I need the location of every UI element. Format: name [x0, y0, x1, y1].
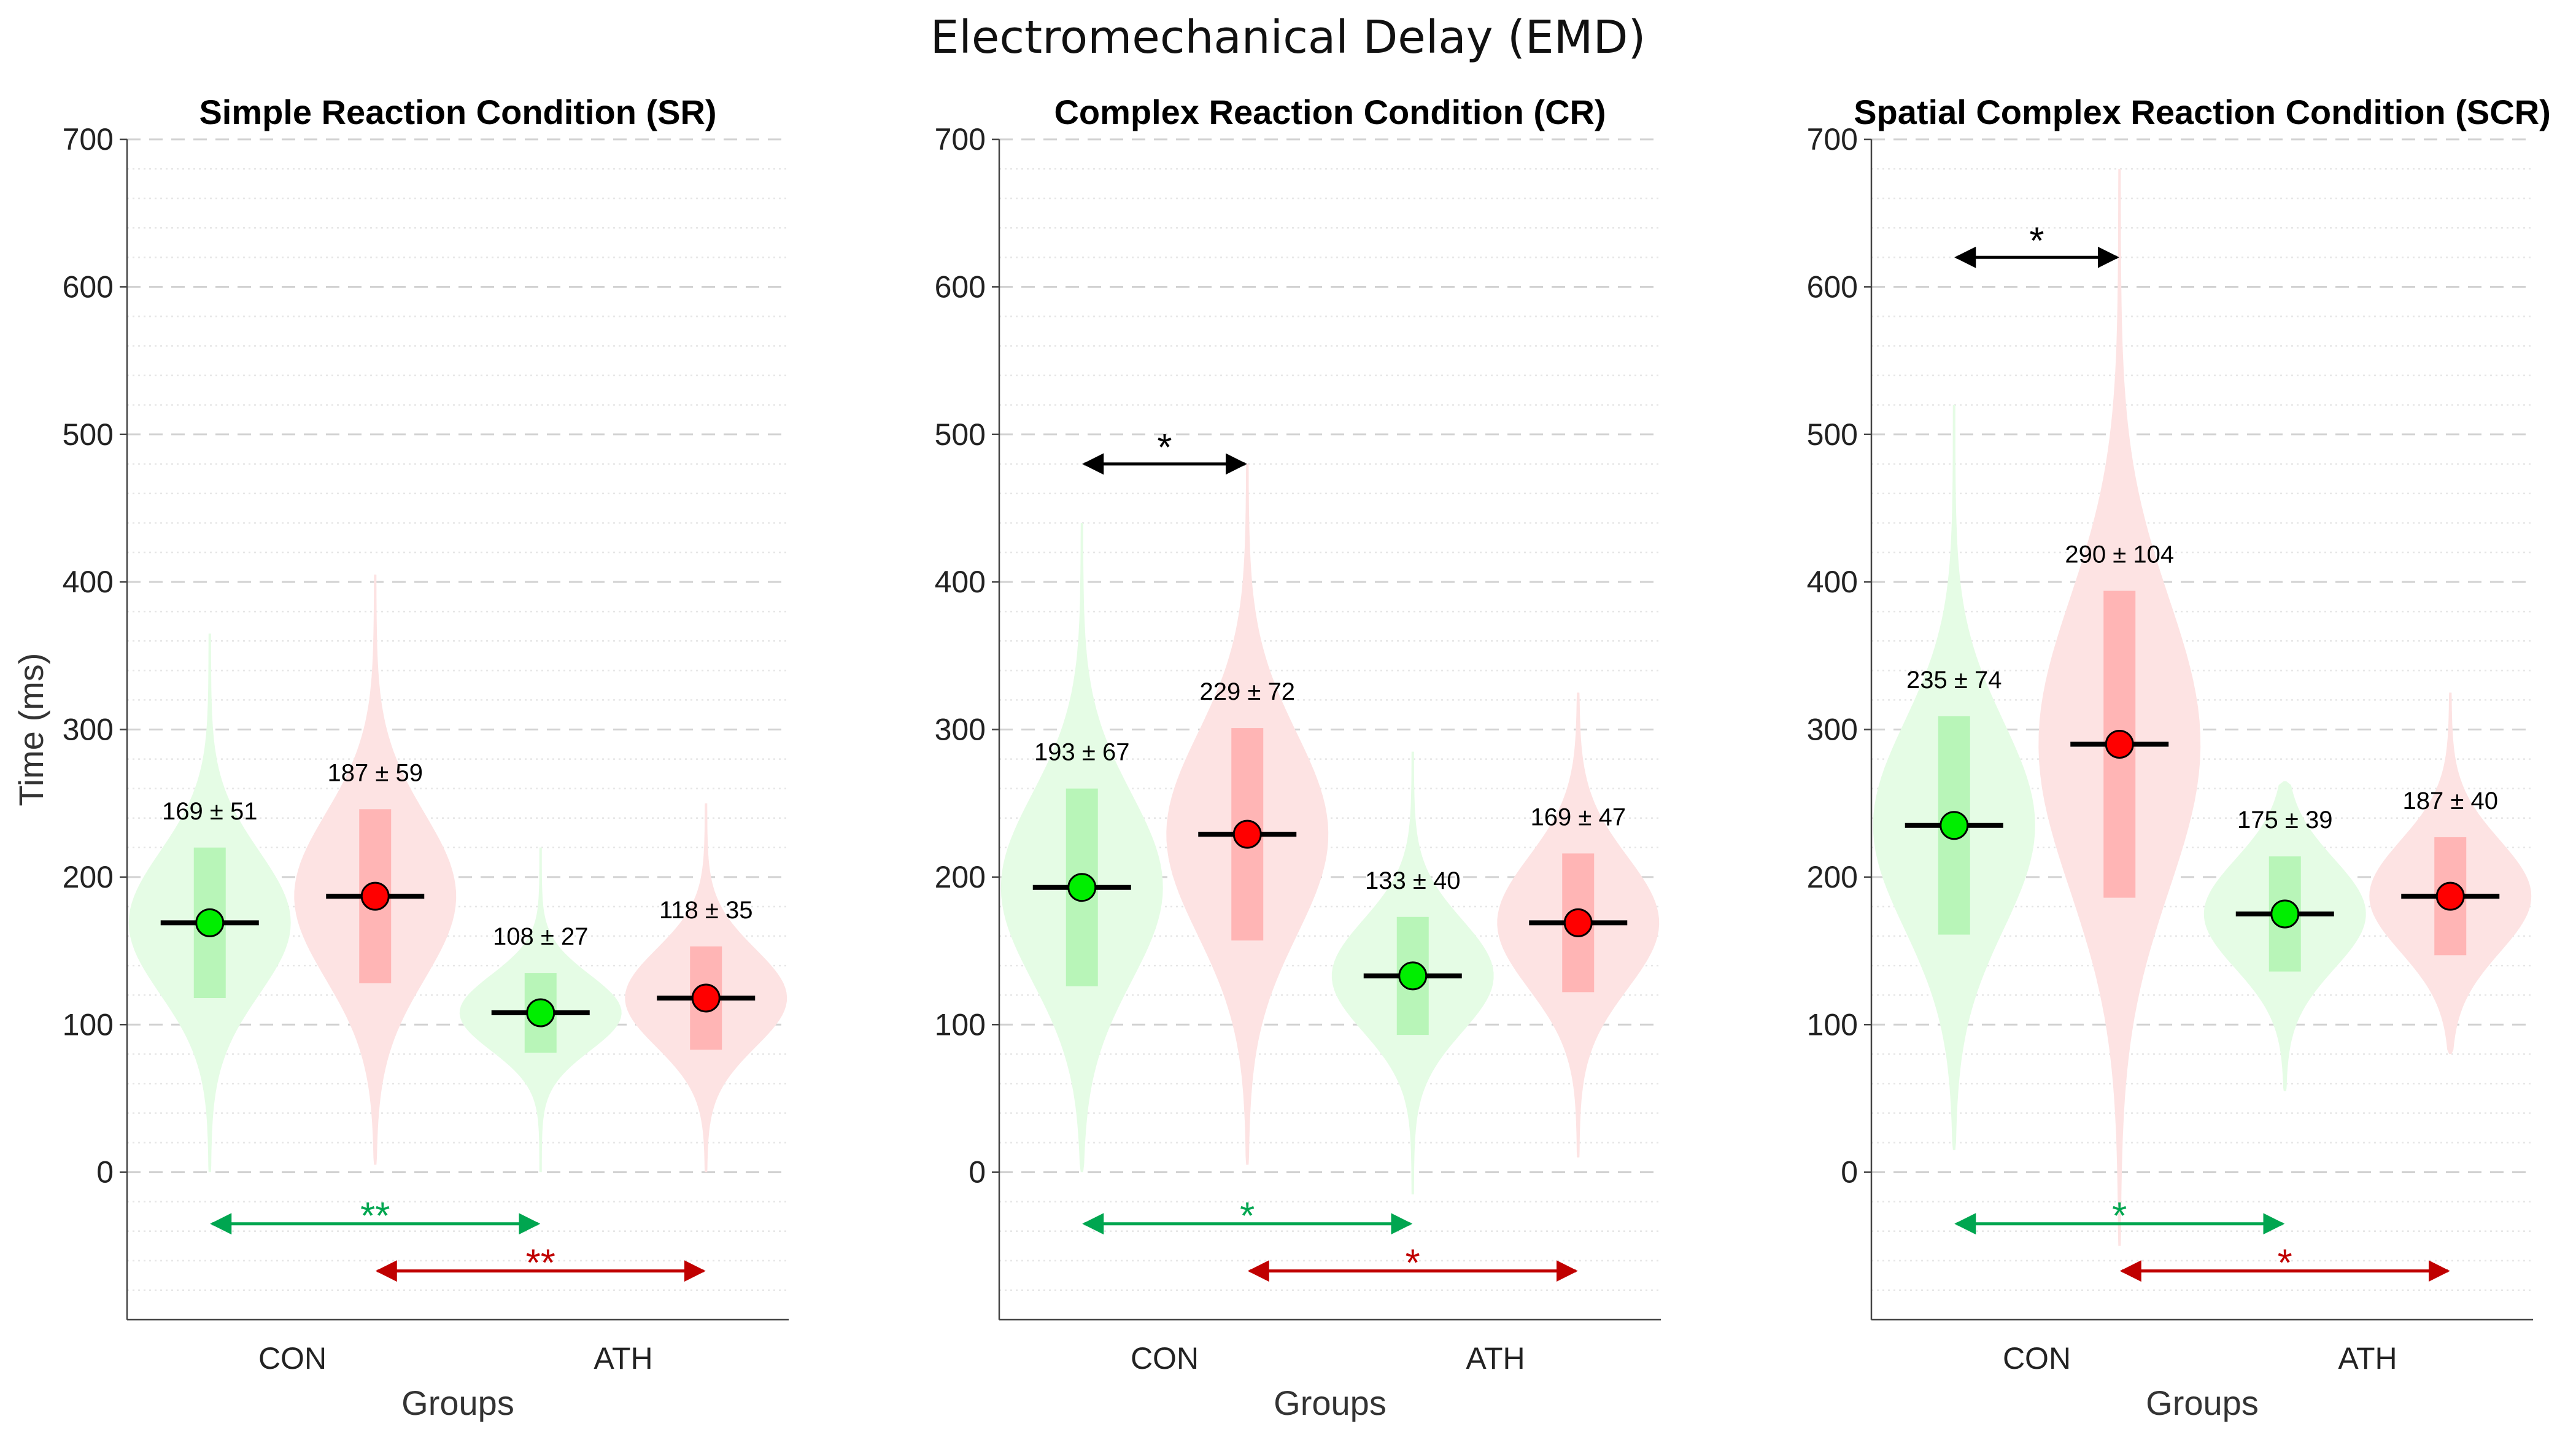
x-tick-label-ath: ATH — [594, 1341, 652, 1376]
y-tick-label: 100 — [1807, 1007, 1858, 1042]
significance-stars: * — [2112, 1195, 2127, 1237]
y-axis-label: Time (ms) — [12, 653, 50, 807]
mean-marker — [691, 983, 721, 1013]
mean-sd-label: 133 ± 40 — [1365, 867, 1460, 894]
significance-green: * — [1082, 1195, 1413, 1237]
y-tick-label: 600 — [63, 269, 114, 304]
y-tick-label: 300 — [1807, 713, 1858, 747]
x-axis-label: Groups — [401, 1384, 514, 1422]
mean-sd-label: 290 ± 104 — [2065, 541, 2174, 568]
mean-sd-label: 187 ± 59 — [328, 759, 423, 786]
mean-sd-label: 187 ± 40 — [2403, 788, 2498, 815]
significance-stars: * — [2278, 1242, 2292, 1285]
significance-stars: * — [1157, 427, 1172, 469]
y-tick-label: 500 — [935, 417, 986, 452]
y-tick-label: 600 — [935, 269, 986, 304]
mean-marker — [526, 998, 555, 1028]
panel-1: 0 100 200 300 400 500 600 700 Simple Reaction Co… — [63, 93, 789, 1422]
violin-con-green: 169 ± 51 — [128, 633, 291, 1172]
mean-marker — [1398, 961, 1428, 991]
x-tick-label-ath: ATH — [1466, 1341, 1525, 1376]
significance-stars: * — [2029, 220, 2044, 262]
violin-ath-red: 187 ± 40 — [2369, 692, 2532, 1055]
violin-ath-red: 118 ± 35 — [625, 803, 787, 1172]
x-axis-label: Groups — [1274, 1384, 1387, 1422]
significance-stars: ** — [526, 1242, 555, 1285]
significance-stars: * — [1406, 1242, 1420, 1285]
mean-sd-label: 169 ± 47 — [1531, 803, 1626, 830]
mean-sd-label: 118 ± 35 — [659, 897, 752, 924]
panel-2: 0 100 200 300 400 500 600 700 Complex Reaction C… — [935, 93, 1661, 1422]
mean-marker — [2270, 899, 2300, 929]
significance-red: * — [2119, 1242, 2450, 1285]
mean-sd-label: 169 ± 51 — [162, 798, 257, 825]
y-tick-label: 100 — [63, 1007, 114, 1042]
significance-stars: * — [1240, 1195, 1255, 1237]
mean-marker — [1563, 908, 1593, 937]
panel-title: Simple Reaction Condition (SR) — [199, 93, 716, 131]
significance-red: ** — [375, 1242, 706, 1285]
mean-marker — [2105, 730, 2134, 759]
mean-sd-label: 175 ± 39 — [2237, 807, 2332, 834]
y-tick-label: 700 — [935, 122, 986, 157]
y-tick-label: 500 — [1807, 417, 1858, 452]
mean-sd-label: 235 ± 74 — [1906, 667, 2002, 694]
violin-con-green: 193 ± 67 — [1000, 523, 1163, 1172]
y-tick-label: 400 — [63, 565, 114, 599]
significance-green: * — [1954, 1195, 2285, 1237]
y-tick-label: 100 — [935, 1007, 986, 1042]
violin-con-green: 235 ± 74 — [1873, 405, 2035, 1150]
violin-con-red: 290 ± 104 — [2038, 169, 2201, 1246]
significance-stars: ** — [360, 1195, 390, 1237]
panel-title: Spatial Complex Reaction Condition (SCR) — [1854, 93, 2551, 131]
mean-sd-label: 108 ± 27 — [493, 923, 588, 950]
mean-marker — [1232, 819, 1262, 849]
mean-marker — [360, 881, 390, 911]
y-tick-label: 700 — [1807, 122, 1858, 157]
x-tick-label-con: CON — [2003, 1341, 2071, 1376]
mean-marker — [195, 908, 225, 937]
figure-suptitle: Electromechanical Delay (EMD) — [930, 11, 1646, 64]
mean-marker — [1940, 811, 1969, 840]
y-tick-label: 700 — [63, 122, 114, 157]
x-tick-label-con: CON — [258, 1341, 327, 1376]
violin-con-red: 187 ± 59 — [294, 575, 457, 1165]
panel-title: Complex Reaction Condition (CR) — [1054, 93, 1606, 131]
y-tick-label: 200 — [1807, 860, 1858, 894]
violin-ath-green: 175 ± 39 — [2203, 781, 2366, 1091]
violin-ath-red: 169 ± 47 — [1497, 692, 1660, 1158]
violin-ath-green: 133 ± 40 — [1331, 751, 1494, 1194]
violin-con-red: 229 ± 72 — [1166, 463, 1329, 1165]
x-tick-label-con: CON — [1131, 1341, 1199, 1376]
mean-sd-label: 193 ± 67 — [1034, 739, 1129, 766]
y-tick-label: 300 — [935, 713, 986, 747]
y-tick-label: 0 — [969, 1155, 986, 1190]
y-tick-label: 300 — [63, 713, 114, 747]
x-tick-label-ath: ATH — [2338, 1341, 2397, 1376]
y-tick-label: 200 — [63, 860, 114, 894]
y-tick-label: 0 — [1841, 1155, 1858, 1190]
y-tick-label: 400 — [1807, 565, 1858, 599]
violin-ath-green: 108 ± 27 — [459, 847, 622, 1172]
significance-black: * — [1082, 427, 1247, 475]
y-tick-label: 200 — [935, 860, 986, 894]
significance-green: ** — [210, 1195, 541, 1237]
mean-marker — [2435, 881, 2465, 911]
mean-sd-label: 229 ± 72 — [1200, 678, 1295, 705]
significance-red: * — [1247, 1242, 1578, 1285]
y-tick-label: 400 — [935, 565, 986, 599]
x-axis-label: Groups — [2146, 1384, 2259, 1422]
y-tick-label: 500 — [63, 417, 114, 452]
mean-marker — [1067, 873, 1097, 902]
significance-black: * — [1954, 220, 2119, 268]
y-tick-label: 0 — [96, 1155, 114, 1190]
y-tick-label: 600 — [1807, 269, 1858, 304]
